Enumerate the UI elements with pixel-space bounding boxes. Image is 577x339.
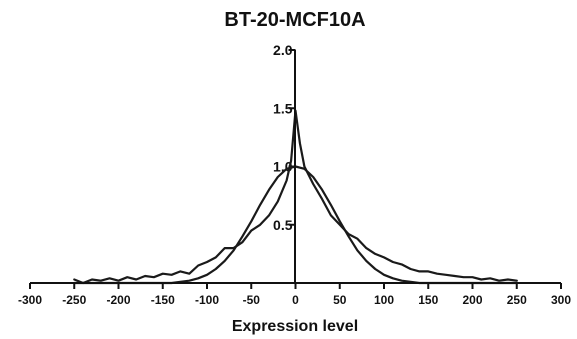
x-tick-label: -50	[243, 293, 261, 307]
y-tick-label: 1.5	[273, 100, 293, 116]
x-tick-label: 250	[507, 293, 527, 307]
x-tick-label: 200	[462, 293, 482, 307]
x-tick-label: 0	[292, 293, 299, 307]
y-tick-label: 0.5	[273, 217, 293, 233]
x-tick-label: 150	[418, 293, 438, 307]
x-tick-label: 100	[374, 293, 394, 307]
y-tick-label: 2.0	[273, 42, 293, 58]
x-tick-label: -300	[18, 293, 42, 307]
x-axis-label: Expression level	[232, 318, 358, 335]
x-tick-label: 300	[551, 293, 571, 307]
x-tick-label: -250	[62, 293, 86, 307]
x-tick-label: 50	[333, 293, 347, 307]
x-tick-label: -200	[106, 293, 130, 307]
x-axis-ticks: -300 -250 -200 -150 -100 -50 0 50 100 150 200 250 30…	[18, 283, 571, 307]
x-tick-label: -150	[151, 293, 175, 307]
chart-title: BT-20-MCF10A	[224, 9, 365, 31]
x-tick-label: -100	[195, 293, 219, 307]
